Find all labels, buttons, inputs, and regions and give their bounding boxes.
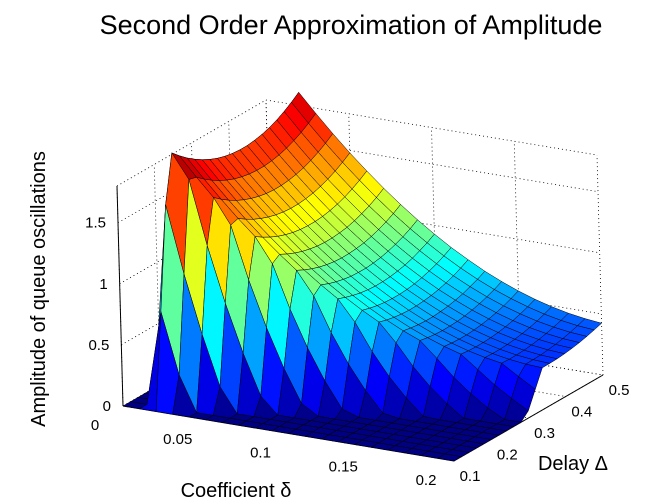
x-tick-label: 0 bbox=[91, 417, 99, 434]
z-axis-line bbox=[116, 185, 124, 407]
y-tick-label: 0.5 bbox=[609, 382, 630, 399]
grid-line bbox=[119, 197, 269, 285]
x-axis-label: Coefficient δ bbox=[181, 480, 292, 502]
y-tick-label: 0.4 bbox=[571, 404, 592, 421]
tick-labels: 0 0.5 1 1.5 0 0.05 0.1 0.15 0.2 0.1 0.2 0.3 0.4 0.5 bbox=[85, 215, 629, 489]
grid-line bbox=[117, 136, 268, 224]
z-tick-label: 0.5 bbox=[88, 337, 109, 354]
surface bbox=[122, 92, 602, 462]
y-tick-label: 0.3 bbox=[534, 425, 555, 442]
y-tick-label: 0.1 bbox=[460, 468, 481, 485]
z-tick-label: 0 bbox=[103, 398, 111, 415]
x-tick-label: 0.15 bbox=[329, 458, 358, 475]
grid-line bbox=[121, 258, 271, 346]
y-axis-label: Delay Δ bbox=[538, 453, 608, 475]
x-tick-label: 0.2 bbox=[416, 472, 437, 489]
z-tick-label: 1.5 bbox=[85, 215, 106, 232]
chart-title: Second Order Approximation of Amplitude bbox=[100, 10, 603, 40]
z-tick-label: 1 bbox=[99, 276, 107, 293]
x-tick-label: 0.1 bbox=[250, 445, 271, 462]
y-tick-label: 0.2 bbox=[497, 447, 518, 464]
grid-line bbox=[596, 154, 604, 376]
surface-facet bbox=[437, 453, 462, 462]
z-axis-label: Amplitude of queue oscillations bbox=[28, 151, 50, 427]
x-tick-label: 0.05 bbox=[163, 431, 192, 448]
grid-line bbox=[116, 99, 267, 187]
